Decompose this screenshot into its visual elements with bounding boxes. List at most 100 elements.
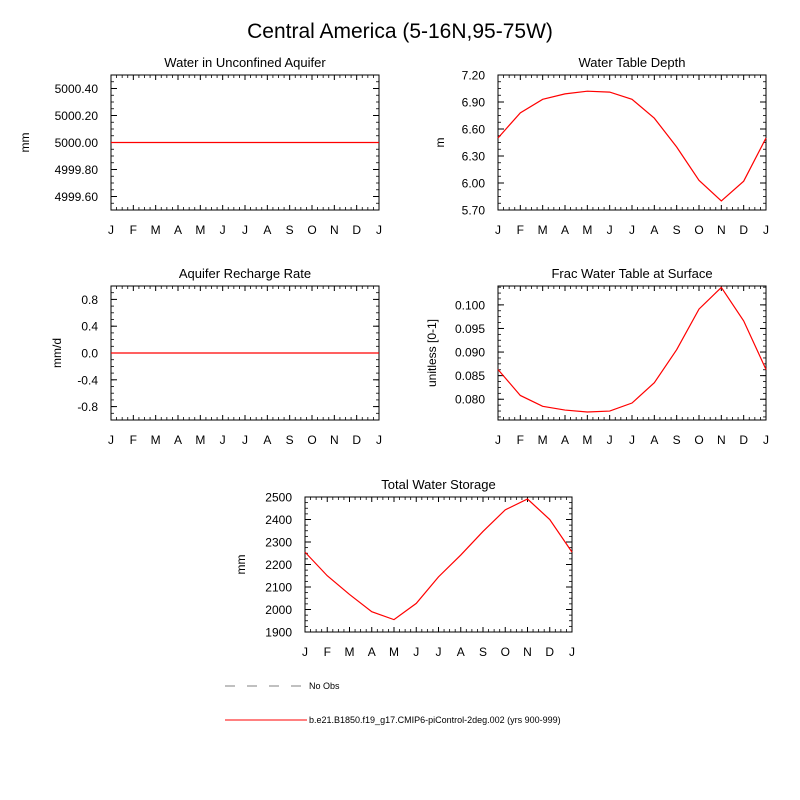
x-tick-label: O bbox=[694, 433, 703, 447]
y-tick-label: 6.30 bbox=[462, 150, 486, 164]
panel-title: Water in Unconfined Aquifer bbox=[164, 55, 326, 70]
x-tick-label: J bbox=[607, 433, 613, 447]
x-tick-label: A bbox=[561, 223, 569, 237]
y-tick-label: 0.4 bbox=[81, 320, 98, 334]
x-tick-label: N bbox=[330, 223, 339, 237]
x-tick-label: J bbox=[495, 433, 501, 447]
x-tick-label: M bbox=[389, 645, 399, 659]
x-tick-label: M bbox=[345, 645, 355, 659]
x-tick-label: J bbox=[302, 645, 308, 659]
x-tick-label: O bbox=[694, 223, 703, 237]
y-tick-label: 2400 bbox=[265, 513, 292, 527]
x-tick-label: F bbox=[130, 223, 137, 237]
x-tick-label: O bbox=[501, 645, 510, 659]
plot-frame bbox=[497, 74, 767, 211]
y-axis-label: mm/d bbox=[50, 338, 64, 368]
x-tick-label: J bbox=[413, 645, 419, 659]
x-tick-label: J bbox=[242, 433, 248, 447]
x-tick-label: M bbox=[151, 433, 161, 447]
y-axis-label: mm bbox=[234, 555, 248, 575]
x-tick-label: J bbox=[569, 645, 575, 659]
y-tick-label: 0.100 bbox=[455, 298, 485, 312]
x-tick-label: F bbox=[324, 645, 331, 659]
x-tick-label: J bbox=[629, 433, 635, 447]
y-tick-label: 0.090 bbox=[455, 346, 485, 360]
x-tick-label: O bbox=[307, 223, 316, 237]
y-tick-label: 0.8 bbox=[81, 293, 98, 307]
legend: No Obs b.e21.B1850.f19_g17.CMIP6-piContr… bbox=[225, 681, 561, 725]
y-tick-label: -0.8 bbox=[77, 400, 98, 414]
y-tick-label: 5.70 bbox=[462, 204, 486, 218]
x-tick-label: J bbox=[436, 645, 442, 659]
x-tick-label: A bbox=[650, 433, 658, 447]
x-tick-label: J bbox=[629, 223, 635, 237]
y-tick-label: 5000.00 bbox=[55, 136, 99, 150]
series-line bbox=[497, 90, 767, 202]
x-tick-label: M bbox=[582, 433, 592, 447]
x-tick-label: N bbox=[717, 433, 726, 447]
x-tick-label: J bbox=[108, 223, 114, 237]
y-tick-label: 6.90 bbox=[462, 96, 486, 110]
y-tick-label: 2200 bbox=[265, 558, 292, 572]
y-tick-label: 0.080 bbox=[455, 393, 485, 407]
x-tick-label: M bbox=[151, 223, 161, 237]
y-tick-label: 2500 bbox=[265, 491, 292, 505]
x-tick-label: D bbox=[352, 223, 361, 237]
y-tick-label: 2100 bbox=[265, 581, 292, 595]
series-line bbox=[304, 498, 573, 621]
x-tick-label: S bbox=[673, 433, 681, 447]
x-tick-label: A bbox=[174, 433, 182, 447]
panel-title: Frac Water Table at Surface bbox=[551, 266, 712, 281]
y-tick-label: 0.095 bbox=[455, 322, 485, 336]
x-tick-label: J bbox=[376, 223, 382, 237]
x-tick-label: A bbox=[457, 645, 465, 659]
y-tick-label: 5000.20 bbox=[55, 109, 99, 123]
x-tick-label: F bbox=[517, 433, 524, 447]
x-tick-label: J bbox=[763, 223, 769, 237]
y-tick-label: 1900 bbox=[265, 626, 292, 640]
panel-title: Aquifer Recharge Rate bbox=[179, 266, 311, 281]
x-tick-label: O bbox=[307, 433, 316, 447]
x-tick-label: S bbox=[479, 645, 487, 659]
y-tick-label: -0.4 bbox=[77, 373, 98, 387]
x-tick-label: J bbox=[763, 433, 769, 447]
x-tick-label: F bbox=[130, 433, 137, 447]
x-tick-label: N bbox=[523, 645, 532, 659]
y-tick-label: 0.085 bbox=[455, 369, 485, 383]
y-axis-label: m bbox=[433, 138, 447, 148]
x-tick-label: D bbox=[739, 433, 748, 447]
x-tick-label: J bbox=[495, 223, 501, 237]
x-tick-label: J bbox=[376, 433, 382, 447]
x-tick-label: M bbox=[538, 433, 548, 447]
y-tick-label: 0.0 bbox=[81, 347, 98, 361]
x-tick-label: A bbox=[368, 645, 376, 659]
x-tick-label: M bbox=[582, 223, 592, 237]
x-tick-label: D bbox=[545, 645, 554, 659]
y-axis-label: mm bbox=[18, 133, 32, 153]
x-tick-label: S bbox=[673, 223, 681, 237]
y-tick-label: 4999.60 bbox=[55, 190, 99, 204]
y-tick-label: 5000.40 bbox=[55, 82, 99, 96]
plot-frame bbox=[497, 285, 767, 421]
x-tick-label: S bbox=[286, 433, 294, 447]
x-tick-label: J bbox=[607, 223, 613, 237]
y-axis-label: unitless [0-1] bbox=[425, 319, 439, 387]
x-tick-label: J bbox=[220, 433, 226, 447]
x-tick-label: N bbox=[717, 223, 726, 237]
x-tick-label: D bbox=[352, 433, 361, 447]
y-tick-label: 2000 bbox=[265, 603, 292, 617]
legend-model-label: b.e21.B1850.f19_g17.CMIP6-piControl-2deg… bbox=[309, 715, 561, 725]
x-tick-label: J bbox=[242, 223, 248, 237]
x-tick-label: A bbox=[561, 433, 569, 447]
panel-title: Water Table Depth bbox=[579, 55, 686, 70]
x-tick-label: M bbox=[538, 223, 548, 237]
x-tick-label: J bbox=[108, 433, 114, 447]
figure-title: Central America (5-16N,95-75W) bbox=[247, 20, 553, 43]
x-tick-label: M bbox=[195, 223, 205, 237]
y-tick-label: 4999.80 bbox=[55, 163, 99, 177]
